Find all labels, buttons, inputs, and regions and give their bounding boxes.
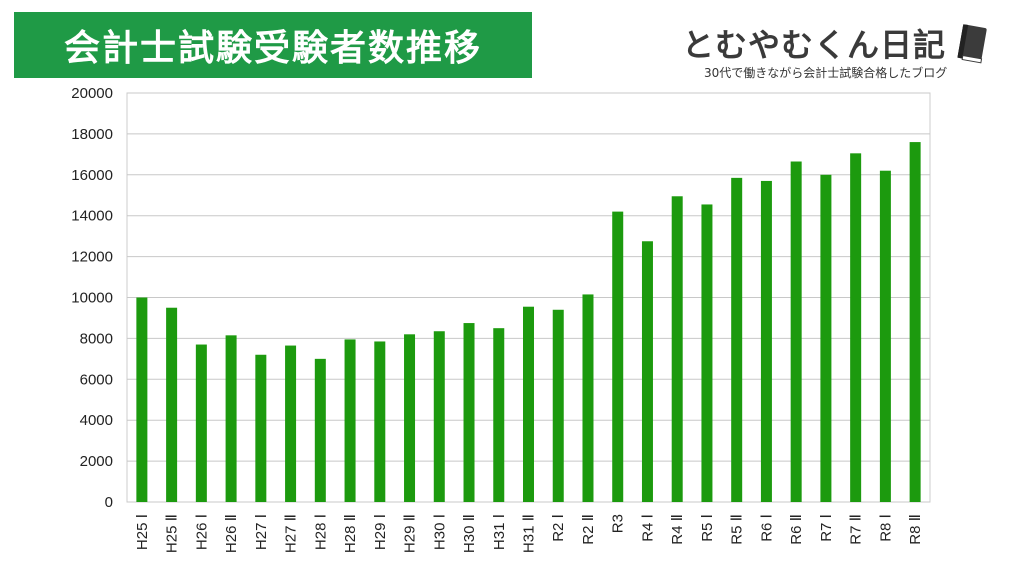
x-tick-label: H27 Ⅰ — [253, 514, 270, 550]
bar — [493, 328, 505, 502]
x-tick-label: R3 — [610, 514, 627, 533]
bar — [909, 142, 921, 502]
x-tick-label: R5 Ⅱ — [729, 514, 746, 545]
bar — [671, 196, 683, 502]
bar — [195, 344, 207, 502]
x-tick-label: H30 Ⅱ — [461, 514, 478, 553]
x-tick-label: H25 Ⅱ — [164, 514, 181, 553]
x-tick-label: H26 Ⅱ — [223, 514, 240, 553]
y-tick-label: 2000 — [80, 453, 113, 470]
bar — [612, 211, 624, 503]
bar — [760, 180, 772, 502]
bar — [314, 358, 326, 502]
bar — [136, 297, 148, 502]
x-tick-label: H29 Ⅰ — [372, 514, 389, 550]
page-title: 会計士試験受験者数推移 — [63, 28, 482, 69]
x-tick-label: R8 Ⅰ — [877, 514, 894, 542]
y-tick-label: 0 — [105, 494, 113, 511]
bar — [582, 294, 594, 502]
x-tick-label: R8 Ⅱ — [907, 514, 924, 545]
bar — [523, 306, 534, 502]
x-tick-label: H31 Ⅰ — [491, 514, 508, 550]
bar — [552, 309, 564, 502]
x-tick-label: H25 Ⅰ — [134, 514, 151, 550]
y-tick-label: 4000 — [80, 412, 113, 429]
x-tick-label: H27 Ⅱ — [283, 514, 300, 553]
brand-name: とむやむくん日記 — [682, 26, 947, 64]
y-tick-label: 16000 — [71, 167, 113, 184]
x-tick-label: R2 Ⅰ — [550, 514, 567, 542]
y-tick-label: 12000 — [71, 249, 113, 266]
x-tick-label: H31 Ⅱ — [521, 514, 538, 553]
bar — [701, 204, 713, 502]
x-tick-label: R5 Ⅰ — [699, 514, 716, 542]
y-tick-label: 14000 — [71, 208, 113, 225]
x-tick-label: R6 Ⅱ — [788, 514, 805, 545]
x-tick-label: H29 Ⅱ — [402, 514, 419, 553]
bar — [641, 241, 653, 502]
x-tick-label: R7 Ⅰ — [818, 514, 835, 542]
title-banner: 会計士試験受験者数推移 — [14, 12, 532, 78]
bar — [285, 345, 297, 502]
bar — [225, 335, 237, 502]
bar — [166, 307, 178, 502]
book-icon — [952, 22, 992, 70]
y-tick-label: 20000 — [71, 85, 113, 102]
x-tick-label: H30 Ⅰ — [431, 514, 448, 550]
brand-tagline: 30代で働きながら会計士試験合格したブログ — [704, 66, 948, 80]
x-tick-label: H28 Ⅱ — [342, 514, 359, 553]
bar — [255, 354, 267, 502]
bar — [374, 341, 386, 502]
x-tick-label: R4 Ⅱ — [669, 514, 686, 545]
bar — [820, 174, 832, 503]
bar — [463, 323, 475, 502]
y-tick-label: 6000 — [80, 371, 113, 388]
x-tick-label: R7 Ⅱ — [848, 514, 865, 545]
brand-logo: とむやむくん日記 30代で働きながら会計士試験合格したブログ — [682, 20, 1002, 82]
bar — [879, 170, 891, 502]
bar — [404, 334, 416, 502]
x-tick-label: R6 Ⅰ — [758, 514, 775, 542]
x-tick-label: R2 Ⅱ — [580, 514, 597, 545]
x-tick-label: H28 Ⅰ — [312, 514, 329, 550]
bar — [850, 153, 862, 502]
bar — [344, 339, 356, 502]
y-tick-label: 10000 — [71, 290, 113, 307]
x-tick-label: R4 Ⅰ — [639, 514, 656, 542]
y-tick-label: 8000 — [80, 330, 113, 347]
y-tick-label: 18000 — [71, 126, 113, 143]
bar — [790, 161, 802, 502]
bar — [433, 331, 445, 502]
bar — [731, 177, 743, 502]
x-tick-label: H26 Ⅰ — [193, 514, 210, 550]
